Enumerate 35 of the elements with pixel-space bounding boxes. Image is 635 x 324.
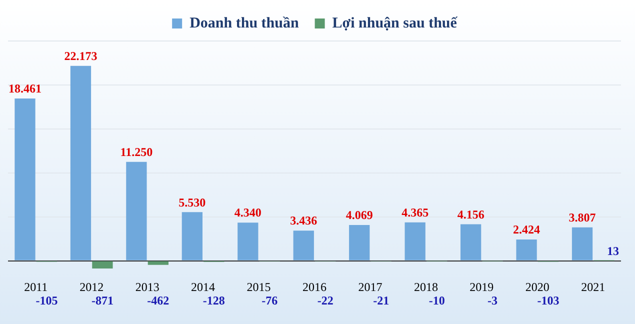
data-label: 11.250 [120,144,153,159]
data-label: 4.069 [346,208,373,222]
data-label: 13 [607,244,620,258]
x-tick-label: 2015 [246,280,271,294]
x-tick-label: 2019 [470,280,494,294]
data-label: 18.461 [8,82,42,96]
x-tick-label: 2014 [191,280,216,294]
data-label: 4.156 [457,207,484,222]
x-tick-label: 2011 [24,280,48,294]
data-label: 5.530 [178,195,206,210]
data-label: -21 [373,294,390,308]
data-label: -871 [91,294,114,308]
data-label: 3.807 [568,210,596,224]
data-label: -22 [317,294,334,308]
data-label: -76 [262,294,278,308]
x-tick-label: 2012 [80,280,104,294]
x-tick-label: 2018 [414,280,438,294]
x-tick-label: 2016 [302,280,326,294]
x-tick-label: 2021 [581,280,606,294]
data-label: 4.340 [234,206,262,220]
x-tick-label: 2013 [135,280,160,294]
data-label: -462 [147,294,170,308]
x-tick-label: 2020 [525,280,550,294]
data-label: 2.424 [513,222,540,237]
data-label: -128 [202,294,225,308]
x-tick-label: 2017 [358,280,382,294]
data-label: -105 [36,294,58,308]
data-label: 3.436 [290,214,318,228]
data-label: 4.365 [402,206,429,220]
data-label: -103 [537,294,560,308]
legend-label: Doanh thu thuần [190,15,300,32]
data-label: -10 [428,294,445,308]
legend-label: Lợi nhuận sau thuế [332,15,458,32]
data-label: 22.173 [64,48,98,63]
data-label: -3 [488,294,498,308]
